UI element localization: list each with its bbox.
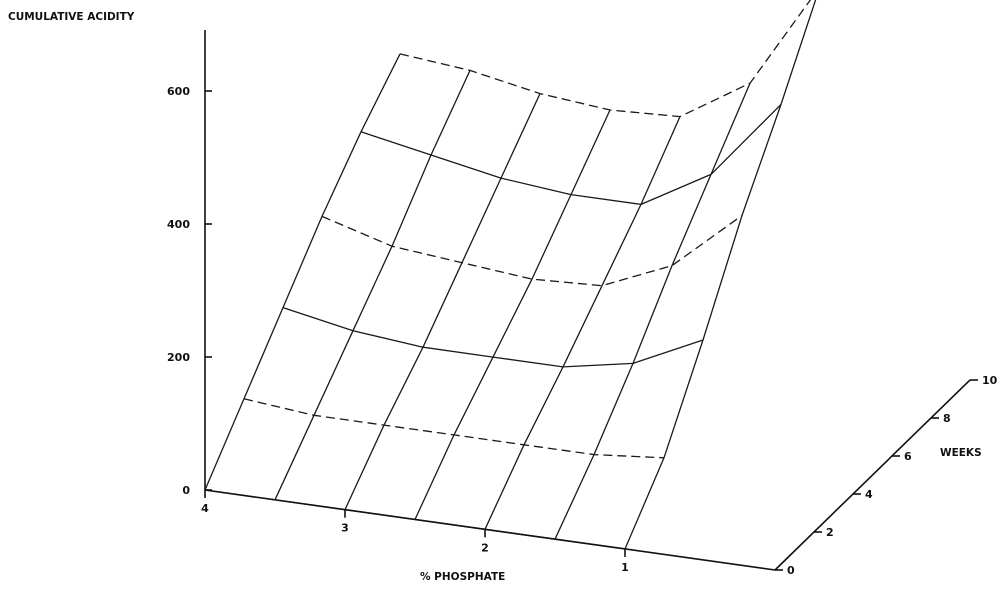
mesh-line-phosphate-4 [204, 53, 401, 491]
week-axis-label: WEEKS [940, 447, 982, 459]
z-tick-label: 0 [182, 484, 190, 497]
mesh-line-week-10 [399, 0, 812, 118]
week-tick-label: 4 [865, 488, 873, 501]
z-tick-label: 600 [167, 85, 190, 98]
x-tick-label: 1 [621, 561, 629, 574]
mesh-line-phosphate-2.5 [414, 109, 611, 520]
week-tick-label: 6 [904, 450, 912, 463]
x-tick-label: 4 [201, 502, 209, 515]
surface-mesh [204, 0, 817, 550]
week-tick-label: 8 [943, 412, 951, 425]
week-tick-label: 0 [787, 564, 795, 577]
x-tick-label: 2 [481, 541, 489, 554]
mesh-line-week-8 [360, 103, 782, 206]
week-tick-label: 2 [826, 526, 834, 539]
mesh-line-phosphate-3 [344, 93, 541, 510]
mesh-line-week-2 [243, 398, 665, 459]
axes [204, 30, 971, 571]
mesh-line-phosphate-1.5 [554, 82, 751, 540]
mesh-line-phosphate-2 [484, 116, 681, 530]
week-tick-label: 10 [982, 374, 998, 387]
z-axis-label: CUMULATIVE ACIDITY [8, 11, 135, 23]
week-axis-line [774, 379, 971, 571]
x-axis-line [204, 489, 776, 571]
mesh-line-phosphate-1 [624, 0, 817, 550]
mesh-line-phosphate-3.5 [274, 70, 471, 501]
x-tick-label: 3 [341, 522, 349, 535]
z-tick-label: 200 [167, 351, 190, 364]
z-tick-label: 400 [167, 218, 190, 231]
x-axis-label: % PHOSPHATE [420, 571, 505, 583]
